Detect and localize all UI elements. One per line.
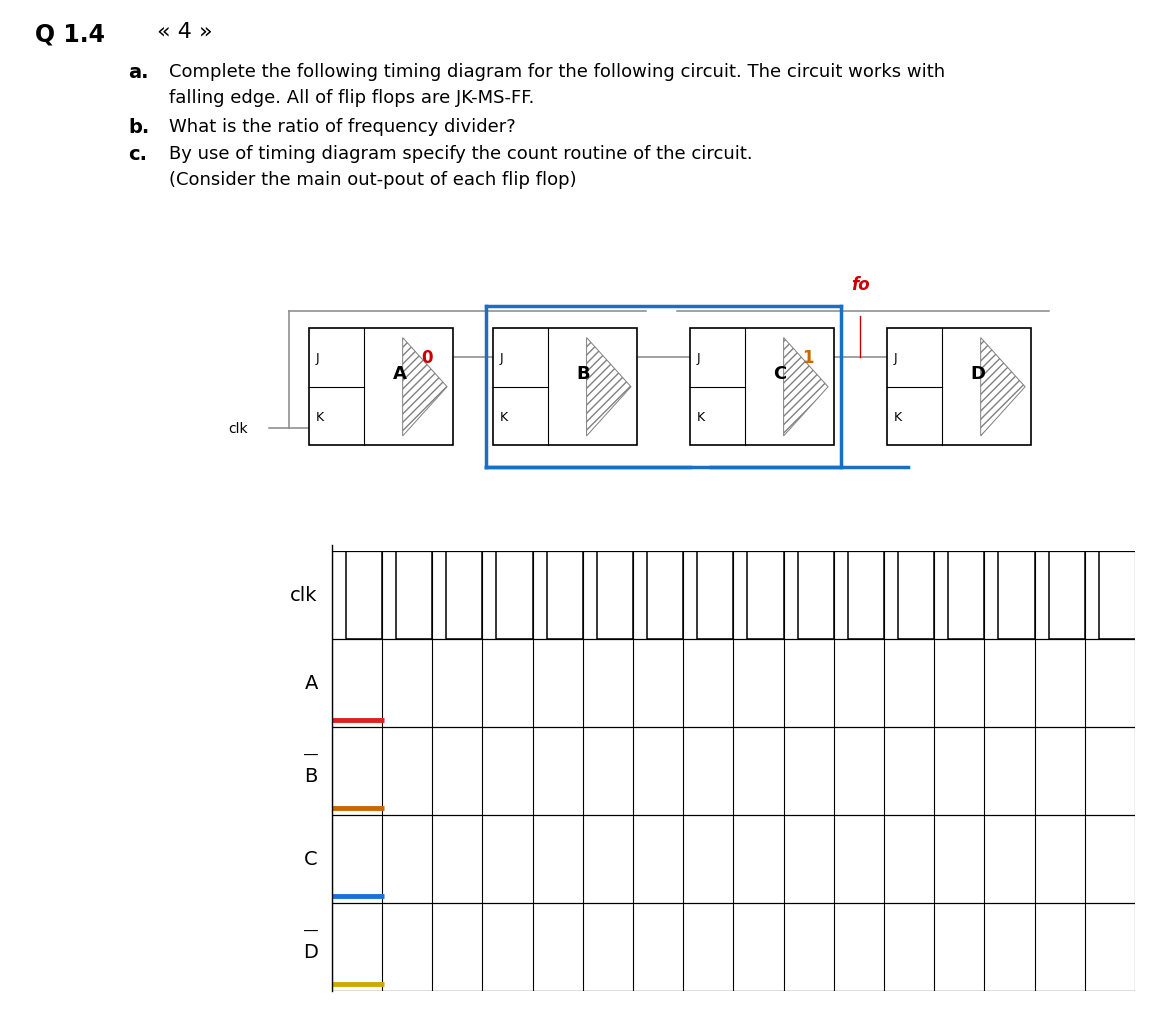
Text: b.: b. bbox=[128, 118, 149, 137]
Text: J: J bbox=[315, 352, 319, 365]
Text: Q 1.4: Q 1.4 bbox=[35, 22, 105, 47]
Text: K: K bbox=[894, 410, 902, 423]
Text: J: J bbox=[894, 352, 897, 365]
Text: A: A bbox=[305, 673, 318, 693]
Text: D: D bbox=[971, 364, 986, 382]
Text: 0: 0 bbox=[421, 349, 433, 367]
Text: ―: ― bbox=[304, 924, 318, 938]
Text: c.: c. bbox=[128, 145, 147, 164]
Text: 1: 1 bbox=[802, 349, 814, 367]
Bar bbox=[492, 329, 637, 446]
Text: K: K bbox=[697, 410, 705, 423]
Text: B: B bbox=[305, 765, 318, 785]
Text: C: C bbox=[304, 849, 318, 868]
Bar bbox=[887, 329, 1031, 446]
Polygon shape bbox=[587, 339, 631, 437]
Bar bbox=[690, 329, 835, 446]
Text: a.: a. bbox=[128, 63, 149, 82]
Text: J: J bbox=[499, 352, 503, 365]
Text: A: A bbox=[392, 364, 406, 382]
Text: Complete the following timing diagram for the following circuit. The circuit wor: Complete the following timing diagram fo… bbox=[169, 63, 945, 81]
Text: K: K bbox=[315, 410, 324, 423]
Text: C: C bbox=[774, 364, 787, 382]
Bar bbox=[308, 329, 453, 446]
Text: J: J bbox=[697, 352, 701, 365]
Text: By use of timing diagram specify the count routine of the circuit.: By use of timing diagram specify the cou… bbox=[169, 145, 752, 163]
Text: « 4 »: « 4 » bbox=[157, 22, 213, 42]
Polygon shape bbox=[403, 339, 447, 437]
Text: D: D bbox=[303, 941, 318, 960]
Polygon shape bbox=[981, 339, 1025, 437]
Polygon shape bbox=[783, 339, 828, 437]
Text: fo: fo bbox=[851, 276, 870, 294]
Text: What is the ratio of frequency divider?: What is the ratio of frequency divider? bbox=[169, 118, 516, 136]
Text: clk: clk bbox=[290, 585, 318, 605]
Text: B: B bbox=[576, 364, 590, 382]
Text: K: K bbox=[499, 410, 508, 423]
Text: ―: ― bbox=[304, 748, 318, 762]
Text: clk: clk bbox=[228, 422, 248, 436]
Text: (Consider the main out-pout of each flip flop): (Consider the main out-pout of each flip… bbox=[169, 171, 576, 189]
Text: falling edge. All of flip flops are JK-MS-FF.: falling edge. All of flip flops are JK-M… bbox=[169, 89, 534, 107]
